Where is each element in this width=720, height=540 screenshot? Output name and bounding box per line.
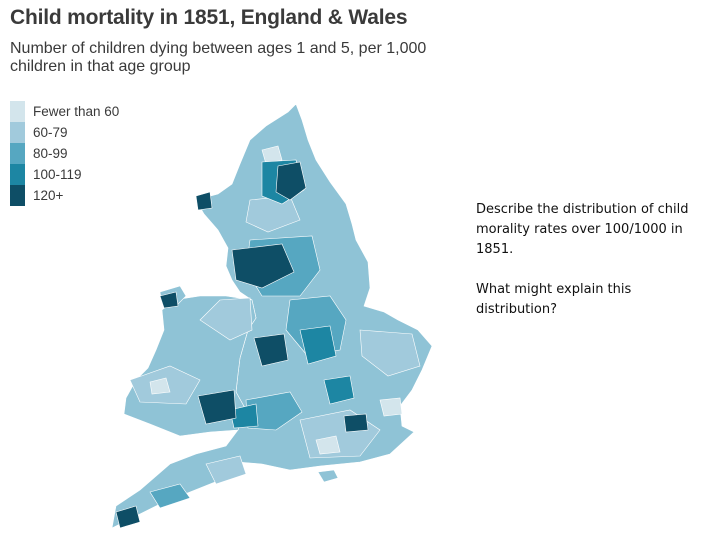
region-north-wales-coast <box>159 291 179 309</box>
legend-item-120-plus: 120+ <box>10 185 119 206</box>
discussion-prompt: Describe the distribution of child moral… <box>476 200 696 340</box>
legend-label: 120+ <box>33 188 64 203</box>
chart-title: Child mortality in 1851, England & Wales <box>10 6 408 29</box>
legend-swatch <box>10 164 25 185</box>
map-legend: Fewer than 60 60-79 80-99 100-119 120+ <box>10 101 119 206</box>
legend-label: Fewer than 60 <box>33 104 120 119</box>
region-cornwall <box>115 505 141 529</box>
legend-swatch <box>10 185 25 206</box>
chart-subtitle: Number of children dying between ages 1 … <box>10 40 427 75</box>
region-north-east <box>275 161 307 201</box>
region-lancashire-yorkshire <box>231 243 295 289</box>
region-south-wales <box>197 389 237 425</box>
region-cumbria-coast <box>195 191 213 211</box>
lowest-mortality-regions <box>149 145 403 455</box>
legend-item-100-119: 100-119 <box>10 164 119 185</box>
isle-of-wight <box>317 469 339 483</box>
legend-swatch <box>10 122 25 143</box>
question-explanation: What might explain this distribution? <box>476 282 632 317</box>
question-distribution: Describe the distribution of child moral… <box>476 202 689 257</box>
legend-label: 80-99 <box>33 146 68 161</box>
legend-label: 60-79 <box>33 125 68 140</box>
region-west-midlands <box>253 333 289 367</box>
legend-item-fewer-than-60: Fewer than 60 <box>10 101 119 122</box>
legend-item-60-79: 60-79 <box>10 122 119 143</box>
legend-item-80-99: 80-99 <box>10 143 119 164</box>
legend-label: 100-119 <box>33 167 82 182</box>
legend-swatch <box>10 101 25 122</box>
legend-swatch <box>10 143 25 164</box>
region-london <box>343 413 369 433</box>
highest-mortality-regions <box>115 161 369 529</box>
